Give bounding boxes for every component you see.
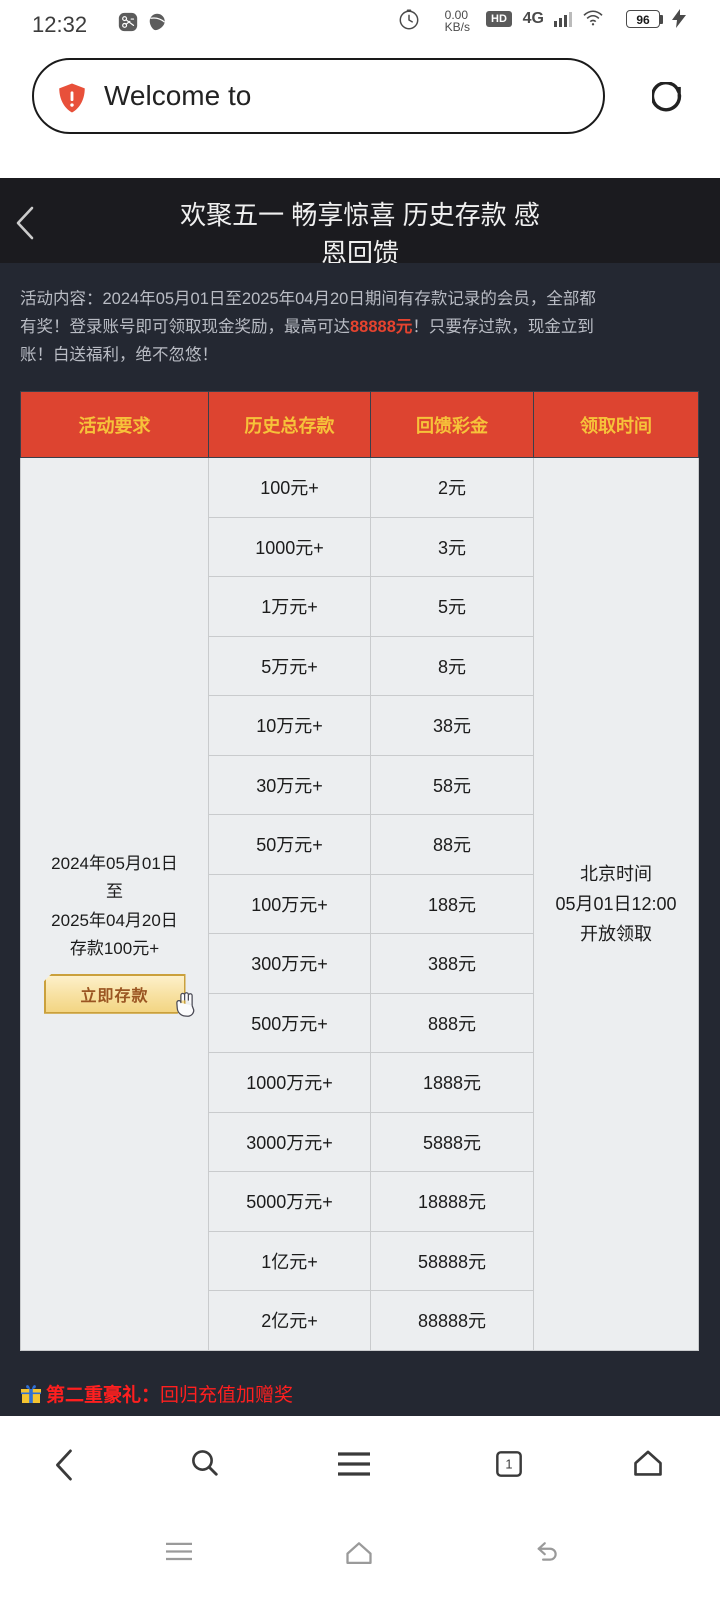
svg-text:1: 1 (505, 1457, 512, 1472)
